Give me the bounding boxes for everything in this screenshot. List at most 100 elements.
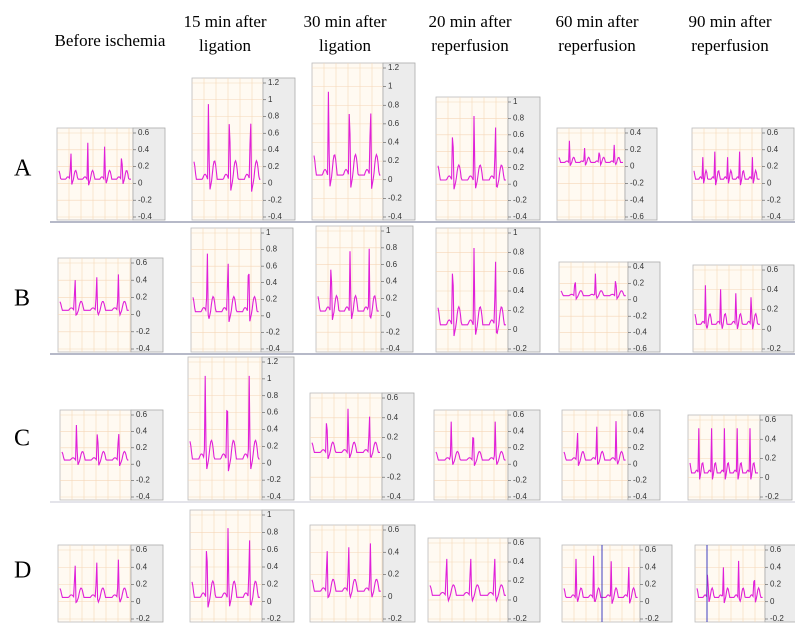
y-tick-label: 1.2: [388, 63, 400, 72]
ecg-panel: 0.60.40.20-0.2: [693, 265, 794, 353]
ecg-panel: 0.60.40.20-0.2-0.4: [310, 393, 414, 501]
axis-strip: [628, 410, 660, 500]
y-tick-label: 0: [513, 325, 518, 334]
y-tick-label: 0.2: [767, 162, 779, 171]
column-header: reperfusion: [558, 36, 636, 55]
y-tick-label: 0: [767, 179, 772, 188]
y-tick-label: 1: [513, 97, 518, 106]
column-header: 90 min after: [688, 12, 771, 31]
y-tick-label: 0.4: [268, 145, 280, 154]
y-tick-label: 0.4: [513, 427, 525, 436]
y-tick-label: 0.8: [268, 112, 280, 121]
y-tick-label: 0.6: [268, 128, 280, 137]
y-tick-label: 0.6: [513, 267, 525, 276]
plot-area: [192, 78, 263, 220]
row-label: D: [14, 558, 31, 584]
axis-strip: [508, 410, 540, 500]
y-tick-label: 0.4: [136, 275, 148, 284]
y-tick-label: 0: [138, 179, 143, 188]
y-tick-label: 0: [770, 597, 775, 606]
ecg-panel: 0.40.20-0.2-0.4-0.6: [557, 128, 657, 221]
y-tick-label: 0.4: [388, 138, 400, 147]
y-tick-label: 0: [267, 458, 272, 467]
y-tick-label: 0.2: [633, 443, 645, 452]
y-tick-label: 0.4: [136, 562, 148, 571]
plot-area: [562, 410, 628, 500]
y-tick-label: 0.6: [513, 410, 525, 419]
ecg-panel: 0.60.40.20-0.2-0.4: [60, 410, 163, 501]
y-tick-label: 0.4: [513, 146, 525, 155]
y-tick-label: 0.2: [386, 294, 398, 303]
ecg-panel: 0.60.40.20-0.2-0.4: [57, 128, 165, 221]
y-tick-label: -0.4: [633, 492, 647, 501]
plot-area: [191, 228, 261, 352]
y-tick-label: 0.8: [513, 114, 525, 123]
y-tick-label: 0.6: [386, 260, 398, 269]
y-tick-label: 0: [136, 310, 141, 319]
y-tick-label: -0.2: [513, 344, 527, 353]
y-tick-label: 0.2: [770, 580, 782, 589]
y-tick-label: 0: [267, 597, 272, 606]
y-tick-label: -0.2: [138, 195, 152, 204]
column-header: reperfusion: [431, 36, 509, 55]
y-tick-label: 0.2: [513, 305, 525, 314]
y-tick-label: 0.2: [268, 162, 280, 171]
y-tick-label: 0.2: [138, 162, 150, 171]
ecg-panel: 10.80.60.40.20-0.2-0.4: [436, 97, 540, 221]
y-tick-label: 0.4: [386, 277, 398, 286]
y-tick-label: 0.2: [513, 576, 525, 585]
y-tick-label: 0.2: [267, 579, 279, 588]
y-tick-label: 0.2: [387, 433, 399, 442]
y-tick-label: 0.6: [266, 261, 278, 270]
y-tick-label: 0.6: [267, 545, 279, 554]
y-tick-label: 0: [513, 179, 518, 188]
plot-area: [310, 525, 383, 622]
y-tick-label: -0.2: [767, 344, 781, 353]
y-tick-label: 0.2: [136, 443, 148, 452]
y-tick-label: 0.4: [513, 557, 525, 566]
y-tick-label: 0.2: [630, 145, 642, 154]
y-tick-label: 0.6: [136, 258, 148, 267]
ecg-panel: 1.210.80.60.40.20-0.2-0.4: [312, 63, 415, 221]
y-tick-label: 0: [513, 595, 518, 604]
y-tick-label: 0.6: [767, 265, 779, 274]
y-tick-label: 0.6: [388, 525, 400, 534]
y-tick-label: 0.8: [267, 527, 279, 536]
y-tick-label: 1: [267, 510, 272, 519]
ecg-panel: 0.60.40.20-0.2-0.4: [692, 128, 794, 221]
y-tick-label: 0: [645, 597, 650, 606]
y-tick-label: 0.4: [138, 145, 150, 154]
y-tick-label: 0.4: [513, 286, 525, 295]
y-tick-label: 0.4: [767, 145, 779, 154]
ecg-panel: 10.80.60.40.20-0.2: [190, 510, 294, 623]
y-tick-label: -0.4: [138, 212, 152, 221]
axis-strip: [131, 410, 163, 500]
y-tick-label: 0: [767, 324, 772, 333]
y-tick-label: 0.6: [767, 128, 779, 137]
y-tick-label: -0.4: [387, 492, 401, 501]
y-tick-label: -0.4: [268, 212, 282, 221]
y-tick-label: -0.4: [630, 195, 644, 204]
plot-area: [58, 258, 131, 352]
ecg-panel: 10.80.60.40.20-0.2-0.4: [191, 228, 293, 353]
y-tick-label: -0.2: [136, 614, 150, 623]
y-tick-label: 0: [633, 459, 638, 468]
y-tick-label: -0.4: [136, 344, 150, 353]
y-tick-label: -0.4: [386, 344, 400, 353]
y-tick-label: 0.6: [645, 545, 657, 554]
y-tick-label: 0.4: [388, 547, 400, 556]
y-tick-label: 1.2: [267, 357, 279, 366]
ecg-panel: 0.60.40.20-0.2-0.4: [434, 410, 540, 501]
y-tick-label: 0.4: [633, 427, 645, 436]
y-tick-label: 1: [267, 374, 272, 383]
ecg-panel: 0.40.20-0.2-0.4-0.6: [559, 262, 660, 353]
plot-area: [58, 545, 131, 622]
y-tick-label: 0.8: [267, 391, 279, 400]
y-tick-label: 0.4: [767, 285, 779, 294]
row-label: C: [14, 426, 30, 452]
y-tick-label: -0.2: [630, 179, 644, 188]
ecg-panel: 10.80.60.40.20-0.2: [436, 228, 540, 353]
axis-strip: [628, 262, 660, 352]
y-tick-label: -0.2: [513, 614, 527, 623]
y-tick-label: -0.4: [266, 344, 280, 353]
